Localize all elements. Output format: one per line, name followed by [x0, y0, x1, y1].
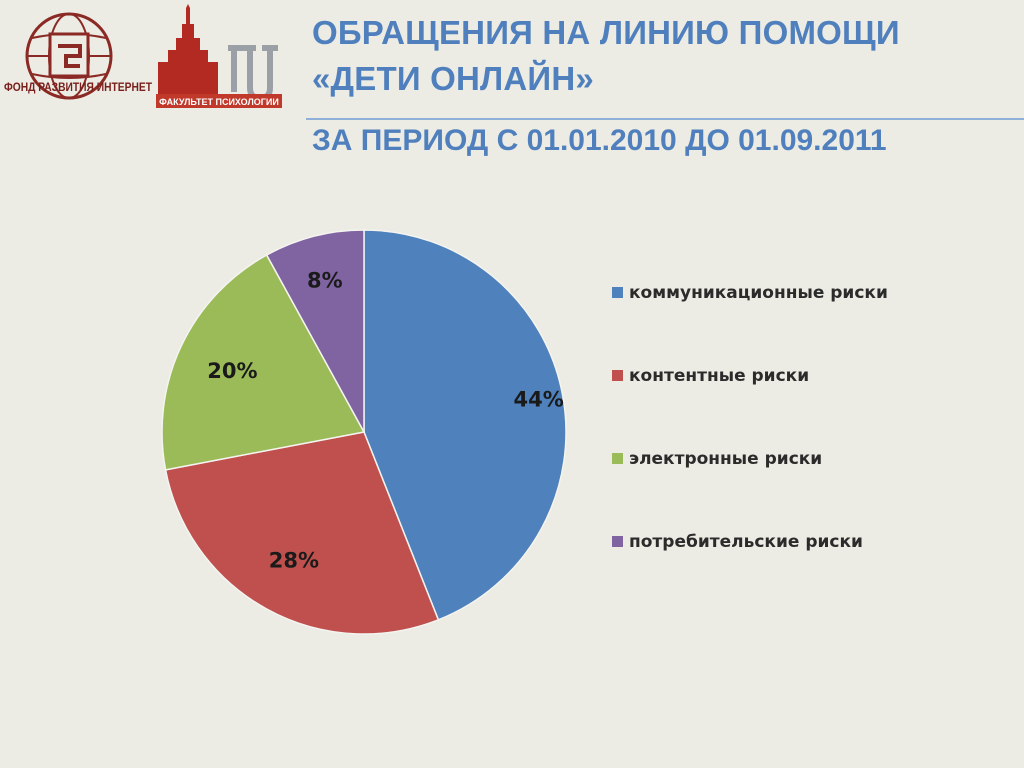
- pie-slice-2: [164, 431, 440, 635]
- data-label-1: 44%: [513, 388, 563, 412]
- legend-label-2: контентные риски: [629, 366, 809, 386]
- pie-slice-1: [363, 229, 567, 621]
- faculty-psychology-logo: ФАКУЛЬТЕТ ПСИХОЛОГИИ: [156, 4, 282, 108]
- legend-swatch-3: [612, 453, 623, 464]
- legend-label-3: электронные риски: [629, 449, 822, 469]
- legend-label-1: коммуникационные риски: [629, 283, 888, 303]
- legend-label-4: потребительские риски: [629, 532, 863, 552]
- pie-data-labels: 44% 28% 20% 8%: [207, 268, 563, 572]
- data-label-4: 8%: [307, 268, 343, 292]
- data-label-3: 20%: [207, 359, 257, 383]
- pie-slices: [161, 229, 567, 635]
- fond-logo-text: ФОНД РАЗВИТИЯ ИНТЕРНЕТ: [4, 80, 153, 94]
- legend-swatch-2: [612, 370, 623, 381]
- pie-slice-4: [265, 229, 365, 433]
- slide-title: ОБРАЩЕНИЯ НА ЛИНИЮ ПОМОЩИ «ДЕТИ ОНЛАЙН»: [312, 10, 1017, 102]
- title-line-2: «ДЕТИ ОНЛАЙН»: [312, 60, 594, 97]
- title-line-1: ОБРАЩЕНИЯ НА ЛИНИЮ ПОМОЩИ: [312, 14, 900, 51]
- fond-razvitiya-internet-logo: ФОНД РАЗВИТИЯ ИНТЕРНЕТ: [4, 12, 153, 100]
- psy-logo-text: ФАКУЛЬТЕТ ПСИХОЛОГИИ: [159, 97, 279, 107]
- chart-legend: коммуникационные риски контентные риски эл…: [612, 283, 888, 552]
- legend-swatch-1: [612, 287, 623, 298]
- data-label-2: 28%: [269, 548, 319, 572]
- slide-subtitle: ЗА ПЕРИОД С 01.01.2010 ДО 01.09.2011: [312, 124, 887, 157]
- pie-slice-3: [161, 253, 366, 471]
- title-divider: [306, 118, 1024, 120]
- legend-swatch-4: [612, 536, 623, 547]
